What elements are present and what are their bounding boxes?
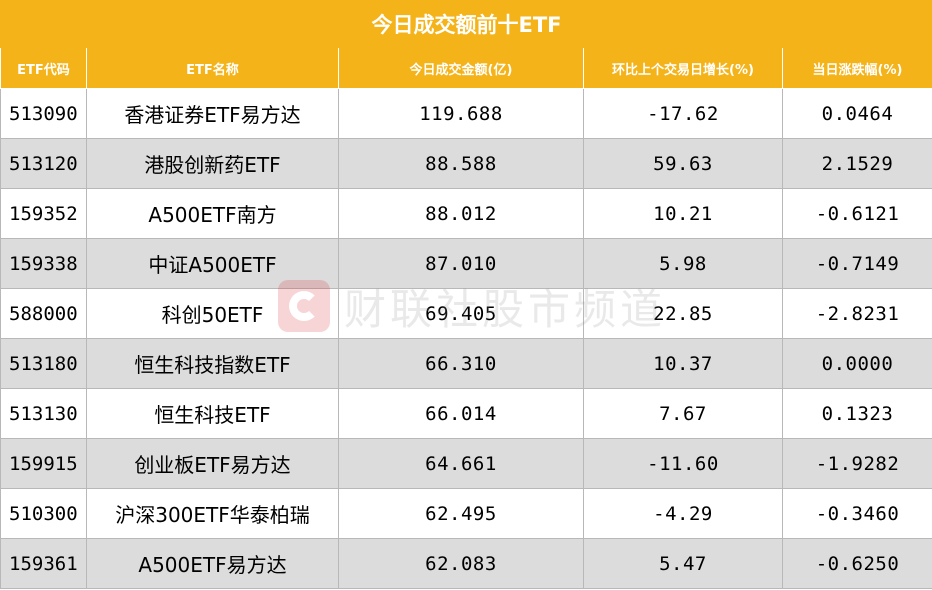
cell-amount: 88.588 <box>338 138 584 189</box>
table-row: 510300 沪深300ETF华泰柏瑞 62.495 -4.29 -0.3460 <box>0 488 932 539</box>
cell-pct-change: -0.7149 <box>782 238 932 289</box>
column-header-code: ETF代码 <box>0 47 87 89</box>
cell-name: 沪深300ETF华泰柏瑞 <box>86 488 339 539</box>
cell-amount: 66.014 <box>338 388 584 439</box>
cell-name: 港股创新药ETF <box>86 138 339 189</box>
cell-name: 香港证券ETF易方达 <box>86 88 339 139</box>
table-row: 513090 香港证券ETF易方达 119.688 -17.62 0.0464 <box>0 88 932 139</box>
cell-amount: 119.688 <box>338 88 584 139</box>
column-header-change-vs-prev: 环比上个交易日增长(%) <box>583 47 783 89</box>
table-row: 513120 港股创新药ETF 88.588 59.63 2.1529 <box>0 138 932 189</box>
cell-pct-change: 0.1323 <box>782 388 932 439</box>
cell-change-vs-prev: 5.47 <box>583 538 783 589</box>
column-header-amount: 今日成交金额(亿) <box>338 47 584 89</box>
title-row: 今日成交额前十ETF <box>0 0 932 48</box>
cell-pct-change: -2.8231 <box>782 288 932 339</box>
cell-name: 恒生科技指数ETF <box>86 338 339 389</box>
column-header-pct-change: 当日涨跌幅(%) <box>782 47 932 89</box>
cell-amount: 62.083 <box>338 538 584 589</box>
cell-pct-change: -0.6250 <box>782 538 932 589</box>
table-row: 513180 恒生科技指数ETF 66.310 10.37 0.0000 <box>0 338 932 389</box>
cell-amount: 69.405 <box>338 288 584 339</box>
cell-code: 513180 <box>0 338 87 389</box>
table-row: 588000 科创50ETF 69.405 22.85 -2.8231 <box>0 288 932 339</box>
cell-code: 159361 <box>0 538 87 589</box>
cell-pct-change: 2.1529 <box>782 138 932 189</box>
cell-change-vs-prev: 10.21 <box>583 188 783 239</box>
table-row: 159352 A500ETF南方 88.012 10.21 -0.6121 <box>0 188 932 239</box>
cell-pct-change: 0.0000 <box>782 338 932 389</box>
cell-name: 创业板ETF易方达 <box>86 438 339 489</box>
table-row: 513130 恒生科技ETF 66.014 7.67 0.1323 <box>0 388 932 439</box>
cell-code: 588000 <box>0 288 87 339</box>
cell-code: 159915 <box>0 438 87 489</box>
header-row: ETF代码 ETF名称 今日成交金额(亿) 环比上个交易日增长(%) 当日涨跌幅… <box>0 47 932 89</box>
cell-pct-change: -1.9282 <box>782 438 932 489</box>
cell-change-vs-prev: 10.37 <box>583 338 783 389</box>
cell-amount: 66.310 <box>338 338 584 389</box>
table-row: 159338 中证A500ETF 87.010 5.98 -0.7149 <box>0 238 932 289</box>
cell-code: 159352 <box>0 188 87 239</box>
cell-amount: 62.495 <box>338 488 584 539</box>
cell-pct-change: -0.3460 <box>782 488 932 539</box>
cell-code: 510300 <box>0 488 87 539</box>
cell-name: 中证A500ETF <box>86 238 339 289</box>
cell-change-vs-prev: -17.62 <box>583 88 783 139</box>
cell-code: 513120 <box>0 138 87 189</box>
cell-amount: 88.012 <box>338 188 584 239</box>
table-title: 今日成交额前十ETF <box>0 0 932 48</box>
table-row: 159915 创业板ETF易方达 64.661 -11.60 -1.9282 <box>0 438 932 489</box>
column-header-name: ETF名称 <box>86 47 339 89</box>
cell-code: 159338 <box>0 238 87 289</box>
table-row: 159361 A500ETF易方达 62.083 5.47 -0.6250 <box>0 538 932 589</box>
cell-pct-change: -0.6121 <box>782 188 932 239</box>
cell-code: 513130 <box>0 388 87 439</box>
cell-amount: 87.010 <box>338 238 584 289</box>
cell-change-vs-prev: -11.60 <box>583 438 783 489</box>
cell-name: A500ETF易方达 <box>86 538 339 589</box>
cell-name: 恒生科技ETF <box>86 388 339 439</box>
cell-change-vs-prev: 59.63 <box>583 138 783 189</box>
cell-change-vs-prev: 22.85 <box>583 288 783 339</box>
cell-change-vs-prev: -4.29 <box>583 488 783 539</box>
cell-pct-change: 0.0464 <box>782 88 932 139</box>
cell-code: 513090 <box>0 88 87 139</box>
table-body: 513090 香港证券ETF易方达 119.688 -17.62 0.0464 51312… <box>0 88 932 589</box>
cell-name: 科创50ETF <box>86 288 339 339</box>
cell-amount: 64.661 <box>338 438 584 489</box>
cell-change-vs-prev: 7.67 <box>583 388 783 439</box>
cell-name: A500ETF南方 <box>86 188 339 239</box>
cell-change-vs-prev: 5.98 <box>583 238 783 289</box>
